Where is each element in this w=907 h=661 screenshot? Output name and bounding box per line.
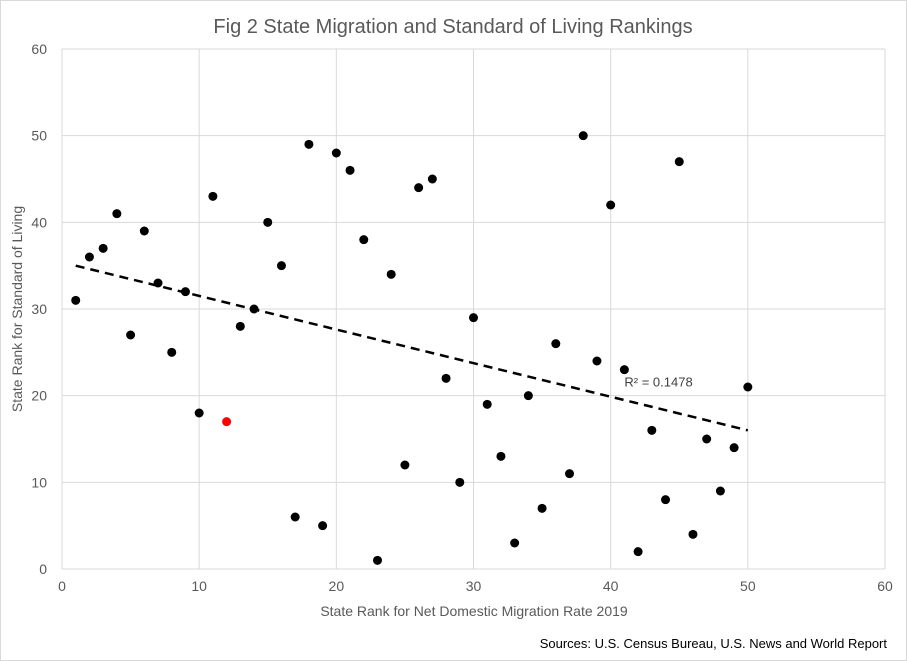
r-squared-label: R² = 0.1478 (624, 375, 692, 390)
x-tick-label: 10 (191, 578, 207, 594)
data-point (606, 200, 616, 210)
x-tick-labels: 0 10 20 30 40 50 60 (58, 578, 893, 594)
source-note: Sources: U.S. Census Bureau, U.S. News a… (540, 636, 888, 651)
x-tick-label: 20 (329, 578, 345, 594)
data-point (688, 529, 698, 539)
gridlines (61, 48, 886, 570)
data-point (674, 157, 684, 167)
data-point (455, 477, 465, 487)
x-tick-label: 0 (58, 578, 66, 594)
y-tick-label: 30 (31, 301, 47, 317)
data-point (414, 183, 424, 193)
data-point (98, 243, 108, 253)
data-point (469, 313, 478, 323)
x-tick-label: 50 (740, 578, 756, 594)
data-point (235, 321, 245, 331)
data-point (400, 460, 410, 470)
data-point (263, 217, 273, 227)
data-point (551, 339, 561, 349)
data-point (715, 486, 725, 496)
data-point (290, 512, 300, 522)
data-point (592, 356, 602, 366)
data-point (71, 295, 81, 305)
data-point (318, 521, 328, 531)
data-point (194, 408, 204, 418)
data-point (167, 347, 177, 357)
data-point (482, 399, 492, 409)
data-point (661, 495, 671, 505)
y-tick-label: 10 (31, 474, 47, 490)
data-point (139, 226, 149, 236)
data-point (427, 174, 437, 184)
data-point (578, 131, 588, 141)
x-tick-label: 40 (603, 578, 619, 594)
data-point (386, 269, 396, 279)
y-tick-label: 0 (39, 561, 47, 577)
data-point (523, 391, 533, 401)
trendline (75, 264, 749, 432)
data-point (153, 278, 163, 288)
data-point (619, 365, 629, 375)
data-point (304, 139, 314, 149)
x-tick-label: 60 (877, 578, 893, 594)
data-point (743, 382, 753, 392)
data-point (372, 555, 382, 565)
y-tick-label: 60 (31, 41, 47, 57)
data-point (180, 287, 190, 297)
x-axis-label: State Rank for Net Domestic Migration Ra… (320, 603, 628, 619)
data-point (84, 252, 94, 262)
data-point (729, 443, 739, 453)
data-point (565, 469, 575, 479)
data-point (359, 235, 369, 245)
y-axis-label: State Rank for Standard of Living (9, 206, 25, 412)
data-point (441, 373, 451, 383)
data-point (208, 191, 218, 201)
data-point (249, 304, 259, 314)
data-point (276, 261, 286, 271)
data-point (345, 165, 355, 175)
data-point (331, 148, 341, 158)
highlighted-data-point (222, 417, 232, 427)
data-point (537, 503, 547, 513)
y-tick-label: 50 (31, 128, 47, 144)
data-point (496, 451, 506, 461)
data-point (702, 434, 712, 444)
y-tick-label: 40 (31, 214, 47, 230)
data-point (126, 330, 136, 340)
trendline-group (75, 264, 749, 432)
data-point (510, 538, 520, 548)
chart-title: Fig 2 State Migration and Standard of Li… (213, 16, 692, 38)
data-point (633, 547, 643, 557)
y-tick-labels: 0 10 20 30 40 50 60 (31, 41, 47, 577)
data-point (647, 425, 657, 435)
data-point (112, 209, 122, 219)
y-tick-label: 20 (31, 388, 47, 404)
data-points (71, 131, 753, 565)
x-tick-label: 30 (466, 578, 482, 594)
